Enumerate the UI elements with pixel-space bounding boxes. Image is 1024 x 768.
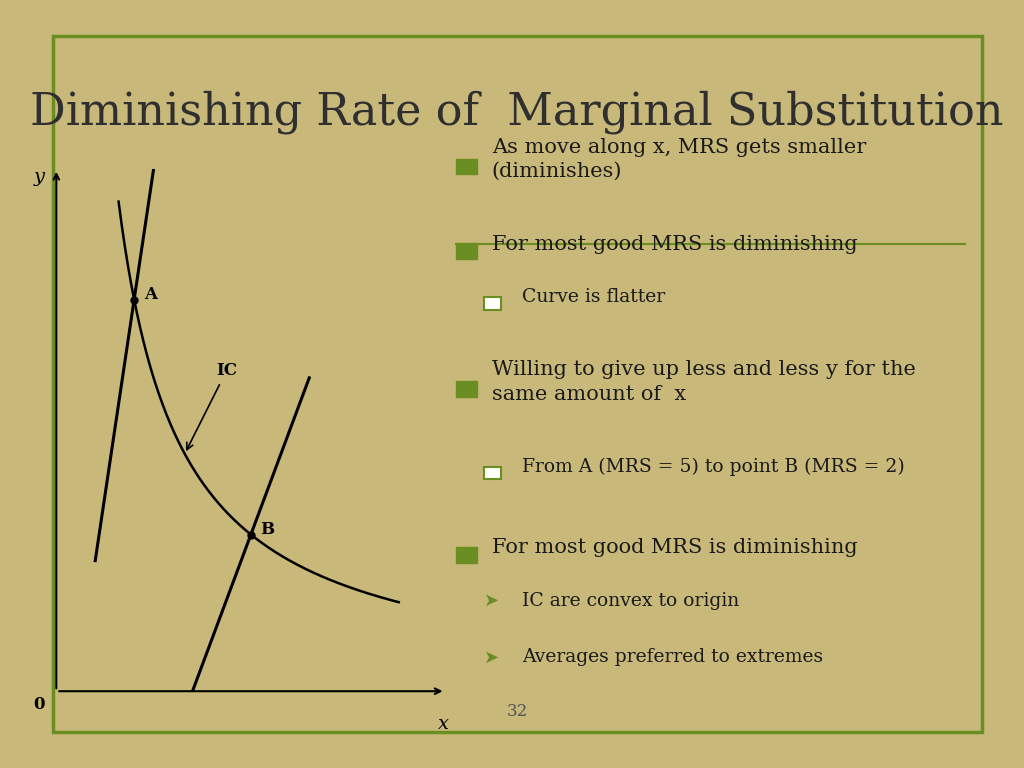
- Bar: [484, 467, 501, 479]
- Text: From A (MRS = 5) to point B (MRS = 2): From A (MRS = 5) to point B (MRS = 2): [522, 458, 904, 476]
- Text: For most good MRS is diminishing: For most good MRS is diminishing: [492, 538, 857, 558]
- Text: IC are convex to origin: IC are convex to origin: [522, 592, 739, 610]
- Text: IC: IC: [186, 362, 237, 450]
- Text: Averages preferred to extremes: Averages preferred to extremes: [522, 648, 823, 667]
- Bar: [456, 159, 476, 174]
- Text: As move along x, MRS gets smaller
(diminishes): As move along x, MRS gets smaller (dimin…: [492, 137, 866, 181]
- Text: 32: 32: [507, 703, 527, 720]
- Text: ➤: ➤: [484, 648, 500, 667]
- Text: For most good MRS is diminishing: For most good MRS is diminishing: [492, 234, 857, 253]
- Text: y: y: [34, 168, 45, 186]
- Text: B: B: [261, 521, 274, 538]
- Text: x: x: [437, 715, 449, 733]
- Text: ➤: ➤: [484, 592, 500, 610]
- Text: 0: 0: [33, 697, 45, 713]
- Text: A: A: [143, 286, 157, 303]
- Text: Curve is flatter: Curve is flatter: [522, 288, 665, 306]
- Bar: [456, 243, 476, 259]
- Text: Willing to give up less and less y for the
same amount of  x: Willing to give up less and less y for t…: [492, 360, 915, 403]
- Bar: [484, 297, 501, 310]
- Bar: [456, 548, 476, 563]
- Text: Diminishing Rate of  Marginal Substitution: Diminishing Rate of Marginal Substitutio…: [31, 91, 1004, 134]
- Bar: [456, 381, 476, 397]
